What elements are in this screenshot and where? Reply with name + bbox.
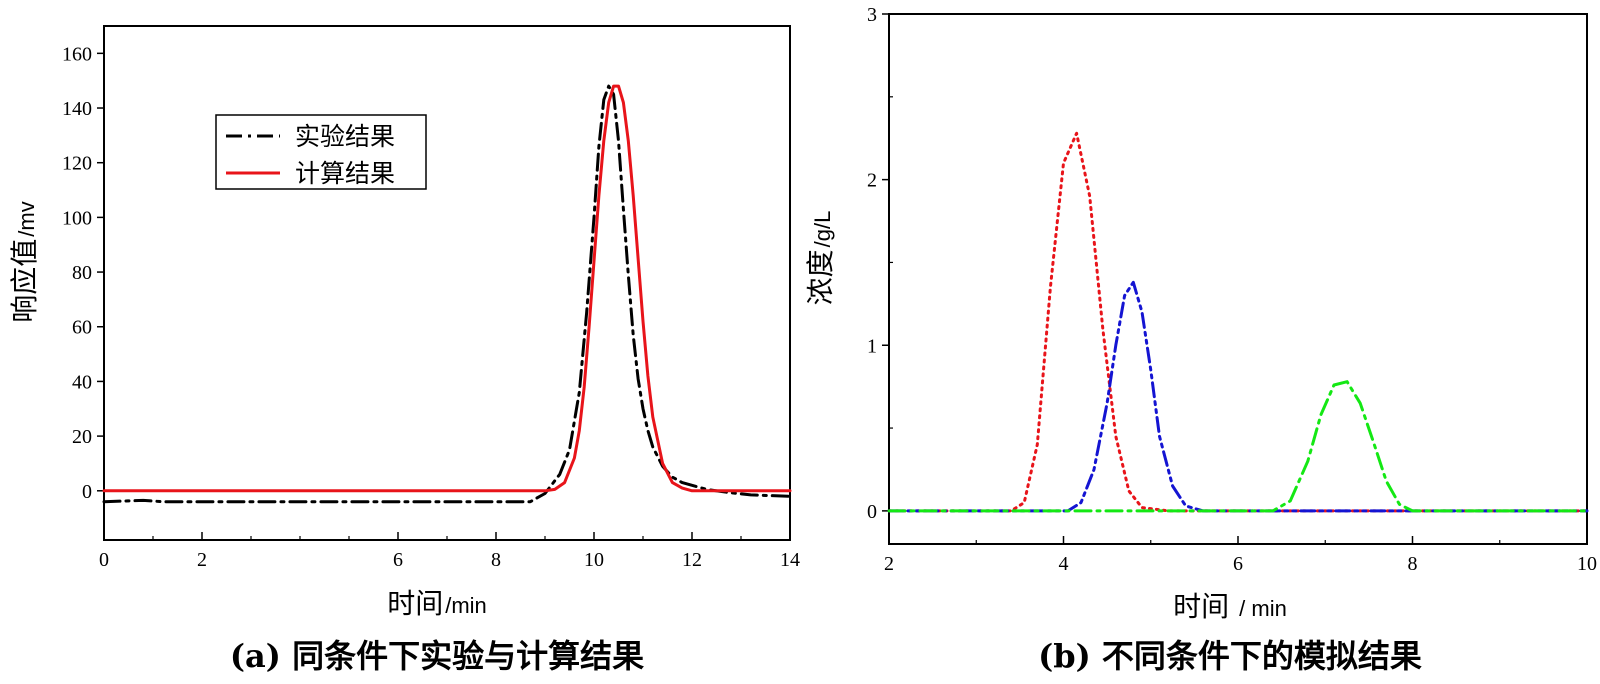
panel-a-x-axis-title: 时间/min bbox=[387, 587, 487, 620]
legend-box bbox=[215, 114, 427, 190]
panel-a-caption: (a) 同条件下实验与计算结果 bbox=[230, 637, 644, 675]
x-axis-unit: /min bbox=[445, 593, 487, 618]
panel-b-x-axis-title: 时间 / min bbox=[1173, 590, 1287, 623]
x-tick-label: 10 bbox=[584, 549, 604, 571]
y-tick-label: 20 bbox=[72, 426, 92, 448]
x-tick-label: 0 bbox=[99, 549, 109, 571]
panel-b-ticks: 2 4 6 8 10 0 1 2 3 bbox=[867, 4, 1597, 575]
y-tick-label: 40 bbox=[72, 371, 92, 393]
y-tick-label: 2 bbox=[867, 170, 877, 192]
y-tick-label: 3 bbox=[867, 4, 877, 26]
series-line-blue bbox=[887, 280, 1589, 513]
series-line-red bbox=[887, 131, 1589, 513]
panel-b-caption: (b) 不同条件下的模拟结果 bbox=[1038, 637, 1422, 675]
x-tick-label: 6 bbox=[1233, 553, 1243, 575]
x-tick-label: 4 bbox=[1059, 553, 1069, 575]
x-tick-label: 14 bbox=[780, 549, 800, 571]
series-line-green bbox=[887, 380, 1589, 513]
y-tick-label: 100 bbox=[62, 207, 92, 229]
x-axis-label: 时间 bbox=[1173, 590, 1229, 623]
x-tick-label: 8 bbox=[1408, 553, 1418, 575]
x-tick-label: 12 bbox=[682, 549, 702, 571]
legend-label-calculation: 计算结果 bbox=[295, 159, 395, 188]
panel-a-y-axis-title: 响应值/mv bbox=[8, 201, 41, 322]
series-line-实验结果 bbox=[102, 84, 792, 504]
panel-a-legend: 实验结果 计算结果 bbox=[215, 114, 427, 190]
series-line-计算结果 bbox=[102, 84, 792, 493]
y-axis-label: 响应值 bbox=[8, 239, 41, 323]
x-tick-label: 10 bbox=[1577, 553, 1597, 575]
x-tick-label: 8 bbox=[491, 549, 501, 571]
y-tick-label: 160 bbox=[62, 43, 92, 65]
y-tick-label: 140 bbox=[62, 98, 92, 120]
y-tick-label: 120 bbox=[62, 153, 92, 175]
x-tick-label: 6 bbox=[393, 549, 403, 571]
x-tick-label: 2 bbox=[884, 553, 894, 575]
panel-b-chart: 2 4 6 8 10 0 1 2 3 浓度/g/L 时间 / min (b) 不同条件下的模拟结果 bbox=[804, 4, 1597, 675]
y-tick-label: 80 bbox=[72, 262, 92, 284]
legend-label-experiment: 实验结果 bbox=[295, 122, 395, 151]
panel-a-plot-frame bbox=[103, 25, 791, 541]
x-axis-label: 时间 bbox=[387, 587, 443, 620]
panel-b-y-axis-title: 浓度/g/L bbox=[804, 211, 837, 306]
x-tick-label: 2 bbox=[197, 549, 207, 571]
panel-b-series bbox=[887, 131, 1589, 513]
y-tick-label: 1 bbox=[867, 335, 877, 357]
y-tick-label: 0 bbox=[867, 501, 877, 523]
y-tick-label: 0 bbox=[82, 481, 92, 503]
y-axis-label: 浓度 bbox=[804, 249, 837, 305]
y-axis-unit: /g/L bbox=[810, 211, 835, 248]
panel-b-plot-frame bbox=[888, 13, 1588, 545]
x-axis-unit: / min bbox=[1239, 596, 1287, 621]
y-axis-unit: /mv bbox=[14, 201, 39, 236]
panel-a-series bbox=[102, 84, 792, 504]
y-tick-label: 60 bbox=[72, 317, 92, 339]
